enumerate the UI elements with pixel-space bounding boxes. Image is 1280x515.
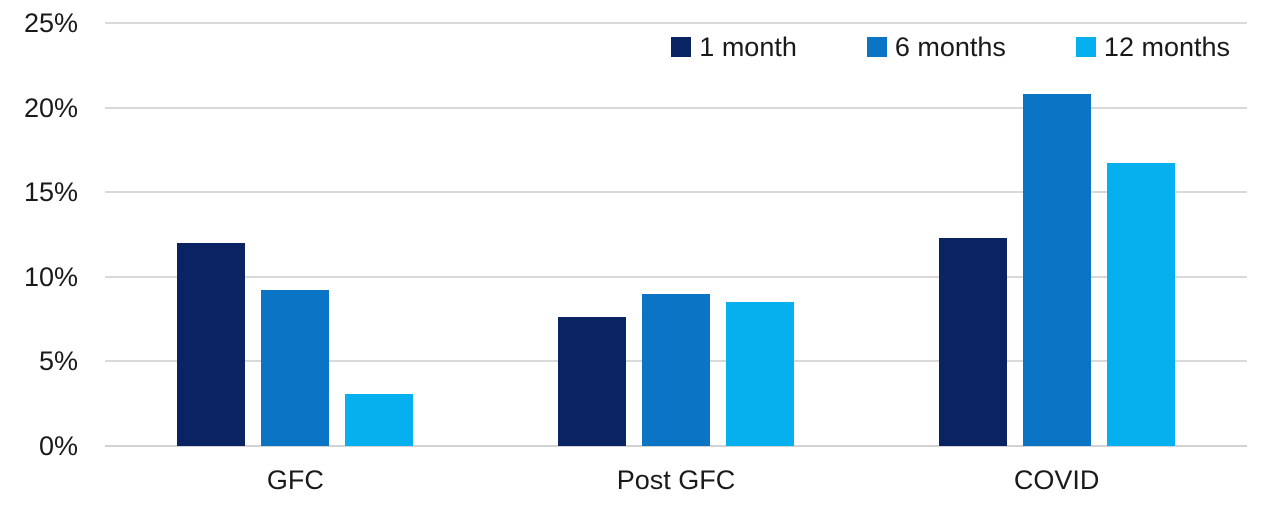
gridline-25	[105, 22, 1247, 24]
legend-label-1-month: 1 month	[699, 32, 797, 62]
gridline-10	[105, 275, 1247, 278]
bar-6-months-gfc	[261, 290, 330, 446]
y-tick-label-20: 20%	[23, 92, 78, 123]
legend-item-1-month: 1 month	[671, 31, 797, 63]
legend: 1 month 6 months 12 months	[671, 31, 1230, 63]
gridline-20	[105, 106, 1247, 109]
y-tick-label-0: 0%	[38, 431, 78, 461]
legend-swatch-icon	[1075, 37, 1096, 57]
bar-group-post-gfc	[557, 23, 794, 446]
x-tick-label-covid: COVID	[1013, 465, 1100, 495]
bar-12-months-covid	[1106, 163, 1175, 446]
bar-group-gfc	[177, 23, 414, 446]
legend-label-6-months: 6 months	[894, 32, 1006, 62]
bar-group-covid	[938, 23, 1175, 446]
plot-area	[105, 22, 1247, 447]
legend-item-12-months: 12 months	[1075, 31, 1230, 63]
y-tick-label-25: 25%	[23, 8, 78, 38]
bar-1-month-covid	[938, 237, 1007, 446]
y-tick-label-15: 15%	[23, 177, 78, 208]
bar-6-months-post-gfc	[641, 293, 710, 446]
bar-1-month-gfc	[177, 242, 246, 446]
legend-swatch-icon	[671, 37, 692, 57]
bar-12-months-post-gfc	[725, 302, 794, 446]
bar-groups	[105, 23, 1247, 446]
bar-12-months-gfc	[345, 393, 414, 446]
x-axis: GFC Post GFC COVID	[105, 464, 1247, 496]
x-axis-line	[105, 445, 1247, 447]
legend-label-12-months: 12 months	[1103, 32, 1230, 62]
y-tick-label-5: 5%	[38, 346, 78, 377]
gridline-15	[105, 191, 1247, 194]
legend-swatch-icon	[866, 37, 887, 57]
y-tick-label-10: 10%	[23, 261, 78, 292]
legend-item-6-months: 6 months	[866, 31, 1006, 63]
bar-1-month-post-gfc	[557, 317, 626, 446]
bar-6-months-covid	[1022, 94, 1091, 446]
x-tick-label-post-gfc: Post GFC	[616, 465, 736, 495]
x-tick-label-gfc: GFC	[266, 465, 324, 495]
